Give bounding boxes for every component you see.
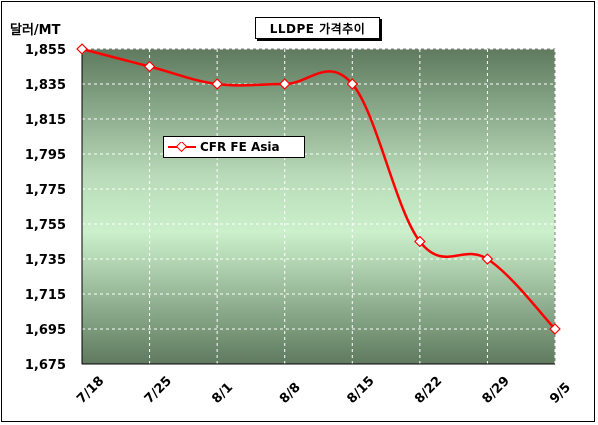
x-tick-label: 8/15 <box>345 374 378 407</box>
chart-title: LLDPE 가격추이 <box>255 17 380 39</box>
y-tick-label: 1,695 <box>25 323 66 338</box>
plot-area: 1,675 1,695 1,715 1,735 1,755 1,775 1,795 1,815… <box>25 43 574 407</box>
chart-title-text: LLDPE 가격추이 <box>269 21 366 36</box>
x-tick-label: 9/5 <box>547 380 574 407</box>
data-point-marker <box>481 253 494 265</box>
x-tick-label: 8/8 <box>277 380 304 407</box>
y-tick-label: 1,755 <box>25 218 66 233</box>
x-tick-label: 7/18 <box>74 374 107 407</box>
x-tick-label: 8/1 <box>209 380 236 407</box>
x-tick-label: 7/25 <box>142 374 175 407</box>
y-tick-label: 1,835 <box>25 78 66 93</box>
y-tick-label: 1,795 <box>25 148 66 163</box>
y-tick-label: 1,775 <box>25 183 66 198</box>
data-point-marker <box>211 78 223 90</box>
data-point-marker <box>414 235 426 248</box>
y-tick-label: 1,855 <box>25 43 66 58</box>
data-point-marker <box>346 78 359 90</box>
plot-background <box>81 48 556 365</box>
y-tick-label: 1,735 <box>25 253 66 268</box>
y-axis-label: 달러/MT <box>10 23 61 38</box>
data-point-marker <box>278 78 291 90</box>
x-tick-label: 8/22 <box>412 374 445 407</box>
legend-line-icon <box>168 142 196 152</box>
x-tick-label: 8/29 <box>480 374 513 407</box>
y-tick-label: 1,815 <box>25 113 66 128</box>
legend-label: CFR FE Asia <box>200 140 280 154</box>
series-line <box>81 47 556 330</box>
y-tick-label: 1,715 <box>25 288 66 303</box>
data-point-marker <box>76 43 88 55</box>
y-tick-label: 1,675 <box>25 358 66 373</box>
legend: CFR FE Asia <box>163 136 305 158</box>
data-point-marker <box>143 60 156 73</box>
data-point-marker <box>549 323 561 335</box>
